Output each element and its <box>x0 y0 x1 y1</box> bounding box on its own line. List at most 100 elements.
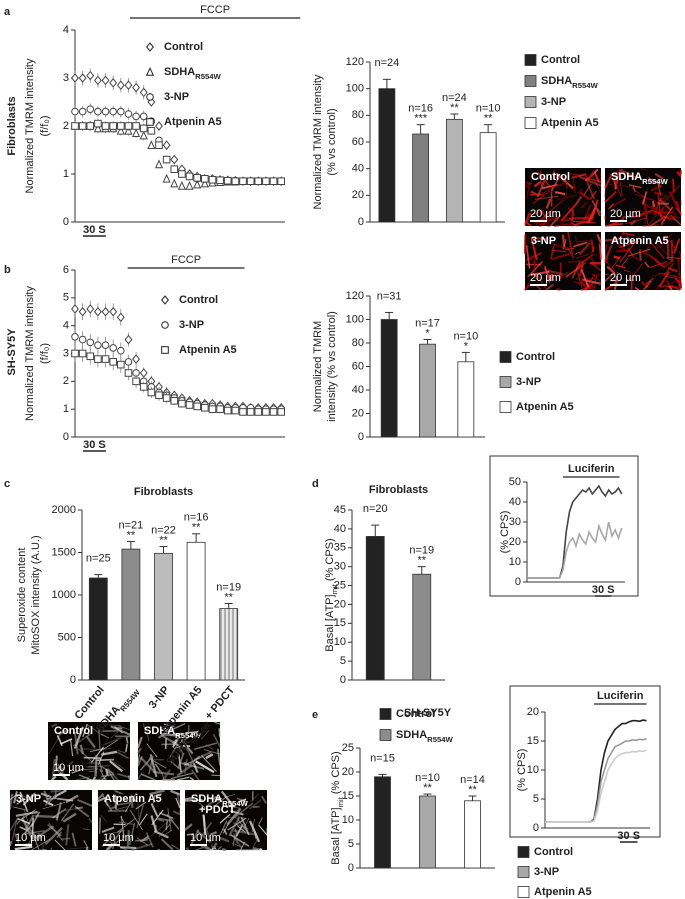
micrograph-texture <box>35 814 58 819</box>
marker <box>78 349 87 358</box>
marker <box>277 408 285 416</box>
micrograph-texture <box>83 840 89 849</box>
marker <box>71 122 79 130</box>
micrograph-texture <box>100 773 115 778</box>
micrograph-texture <box>652 272 666 277</box>
micrograph-texture <box>106 830 126 835</box>
micrograph-texture <box>630 275 633 291</box>
panel-label: c <box>4 478 10 490</box>
legend-label: SDHAR554W <box>164 66 222 81</box>
micrograph-texture <box>591 199 602 217</box>
micrograph-texture <box>575 235 577 244</box>
bar <box>419 343 436 438</box>
scalebar-label: 30 S <box>83 224 106 236</box>
micrograph-texture <box>146 733 150 741</box>
micrograph-texture <box>23 822 34 835</box>
marker <box>162 173 171 183</box>
marker <box>216 405 224 413</box>
annotation-label: Luciferin <box>568 463 615 475</box>
legend-marker <box>161 321 169 329</box>
y-axis-label: Normalized TMRM intensity <box>312 74 324 209</box>
marker <box>132 377 140 386</box>
micrograph-texture <box>171 844 181 851</box>
y-tick-label: 20 <box>342 766 354 778</box>
micrograph-texture <box>583 183 592 196</box>
micrograph-texture <box>221 848 227 852</box>
micrograph-texture <box>658 232 673 247</box>
micrograph-texture <box>677 257 681 276</box>
legend-label: Atpenin A5 <box>534 886 592 898</box>
micrograph-texture <box>608 184 631 187</box>
micrograph-texture <box>154 793 162 798</box>
micrograph-texture <box>666 257 682 259</box>
marker <box>78 73 87 83</box>
micrograph-texture <box>632 174 639 180</box>
micrograph-texture <box>151 821 169 837</box>
micrograph-texture <box>78 774 92 781</box>
micrograph-texture <box>539 209 548 219</box>
marker <box>101 341 110 349</box>
micrograph-texture <box>611 255 622 269</box>
micrograph-texture <box>120 815 125 838</box>
y-tick-label: 1500 <box>52 546 76 558</box>
marker <box>71 107 79 116</box>
micrograph-texture <box>79 744 84 755</box>
y-tick-label: 15 <box>342 790 354 802</box>
micrograph-texture <box>539 169 543 186</box>
marker <box>117 360 125 369</box>
micrograph-texture <box>544 199 564 217</box>
marker <box>254 408 263 416</box>
micrograph-texture <box>604 190 617 203</box>
micrograph-texture <box>33 834 40 851</box>
micrograph-texture <box>14 845 33 851</box>
marker <box>78 306 87 317</box>
marker <box>201 403 209 412</box>
micrograph-texture <box>54 839 66 851</box>
micrograph-texture <box>98 760 104 773</box>
micrograph-texture <box>654 180 662 188</box>
marker <box>93 75 102 86</box>
micrograph-texture <box>97 796 108 802</box>
micrograph-texture <box>665 214 680 219</box>
micrograph-texture <box>126 830 130 849</box>
micrograph-texture <box>668 285 673 291</box>
significance-label: ** <box>484 113 493 125</box>
y-tick-label: 10 <box>527 764 539 776</box>
n-label: n=19 <box>409 545 434 557</box>
legend-label: Control <box>516 351 555 363</box>
micrograph-texture <box>64 808 76 811</box>
micrograph-label: 3-NP <box>16 793 41 805</box>
marker <box>94 341 102 349</box>
series-line <box>545 749 647 824</box>
marker <box>162 140 171 150</box>
micrograph-texture <box>81 748 104 750</box>
micrograph-texture <box>587 282 592 291</box>
marker <box>78 335 87 344</box>
marker <box>86 70 95 81</box>
scalebar-label: 30 S <box>617 830 640 842</box>
micrograph-texture <box>152 770 175 776</box>
panel-label: b <box>4 264 11 276</box>
micrograph-texture <box>598 243 602 260</box>
micrograph-texture <box>145 832 154 848</box>
micrograph-texture <box>634 286 640 291</box>
micrograph-texture <box>139 813 148 826</box>
micrograph-texture <box>128 775 131 781</box>
y-axis-label: Normalized TMRM intensity <box>24 58 36 193</box>
micrograph-texture <box>675 207 682 215</box>
n-label: n=16 <box>408 103 433 115</box>
y-axis-label: (% CPS) <box>499 511 511 554</box>
micrograph-texture <box>137 801 140 824</box>
micrograph-texture <box>51 775 57 781</box>
micrograph-texture <box>172 739 177 748</box>
marker <box>155 121 163 131</box>
micrograph-texture <box>544 265 551 284</box>
micrograph-texture <box>140 773 156 781</box>
marker <box>86 304 95 314</box>
marker <box>101 355 110 363</box>
marker <box>124 369 133 377</box>
micrograph-texture <box>170 789 181 796</box>
side-label: Fibroblasts <box>6 96 18 155</box>
marker <box>124 122 133 130</box>
